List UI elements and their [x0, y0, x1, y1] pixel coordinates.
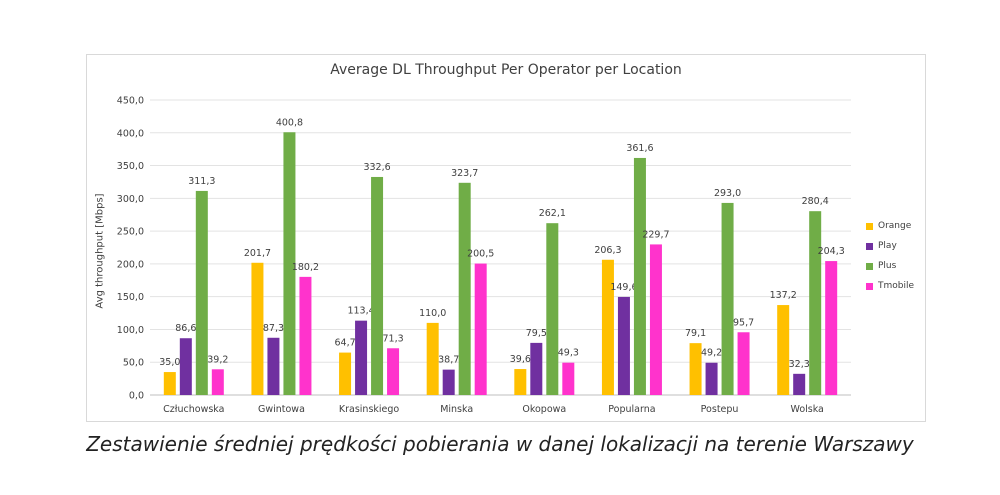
data-label: 38,7	[438, 355, 459, 366]
bar-tmobile	[825, 261, 838, 395]
legend-item-plus: Plus	[866, 256, 914, 276]
data-label: 229,7	[642, 229, 669, 240]
x-tick-label: Gwintowa	[258, 404, 305, 415]
legend-item-orange: Orange	[866, 216, 914, 236]
legend-swatch-plus	[866, 262, 873, 270]
y-tick-label: 450,0	[117, 96, 144, 107]
chart-title: Average DL Throughput Per Operator per L…	[330, 62, 682, 78]
bar-tmobile	[474, 263, 487, 395]
data-label: 201,7	[244, 248, 271, 259]
data-label: 64,7	[334, 338, 355, 349]
data-label: 137,2	[770, 290, 797, 301]
y-tick-label: 250,0	[117, 227, 144, 238]
bar-plus	[371, 176, 384, 395]
bar-play	[793, 373, 806, 395]
bar-orange	[339, 352, 352, 395]
data-label: 86,6	[175, 323, 196, 334]
bar-plus	[633, 157, 646, 395]
bar-play	[179, 338, 192, 395]
data-label: 262,1	[539, 208, 566, 219]
x-tick-label: Minska	[440, 404, 473, 415]
data-label: 149,6	[610, 282, 637, 293]
y-tick-label: 0,0	[129, 391, 144, 402]
bar-orange	[426, 322, 439, 395]
data-label: 311,3	[188, 176, 215, 187]
x-tick-label: Popularna	[608, 404, 655, 415]
data-label: 95,7	[733, 317, 754, 328]
data-label: 293,0	[714, 188, 741, 199]
bar-orange	[601, 259, 614, 395]
bar-plus	[458, 182, 471, 395]
legend-label-plus: Plus	[878, 261, 897, 271]
bar-tmobile	[211, 369, 224, 395]
legend-label-play: Play	[878, 241, 897, 251]
bar-tmobile	[649, 244, 662, 395]
bar-play	[442, 369, 455, 395]
data-label: 49,3	[558, 348, 579, 359]
data-label: 32,3	[789, 359, 810, 370]
figure-caption: Zestawienie średniej prędkości pobierani…	[86, 432, 914, 456]
bar-play	[617, 296, 630, 395]
bar-tmobile	[387, 348, 400, 395]
data-label: 204,3	[818, 246, 845, 257]
bar-play	[355, 320, 368, 395]
bar-play	[267, 337, 280, 395]
y-tick-label: 150,0	[117, 292, 144, 303]
y-tick-label: 50,0	[123, 358, 144, 369]
legend-swatch-play	[866, 242, 873, 250]
data-label: 71,3	[382, 333, 403, 344]
data-label: 206,3	[594, 245, 621, 256]
legend-label-orange: Orange	[878, 221, 912, 231]
data-label: 39,2	[207, 354, 228, 365]
data-label: 49,2	[701, 348, 722, 359]
data-label: 39,6	[510, 354, 531, 365]
data-label: 87,3	[263, 323, 284, 334]
y-tick-label: 400,0	[117, 128, 144, 139]
legend-label-tmobile: Tmobile	[878, 281, 915, 291]
y-tick-label: 200,0	[117, 259, 144, 270]
data-label: 361,6	[626, 143, 653, 154]
data-label: 110,0	[419, 308, 446, 319]
data-label: 79,5	[526, 328, 547, 339]
bar-plus	[721, 202, 734, 395]
bar-tmobile	[562, 362, 575, 395]
bar-orange	[689, 343, 702, 395]
bar-tmobile	[299, 276, 312, 395]
data-label: 35,0	[159, 357, 180, 368]
y-tick-label: 300,0	[117, 194, 144, 205]
bar-plus	[809, 211, 822, 395]
x-tick-label: Wolska	[790, 404, 823, 415]
bar-orange	[163, 372, 176, 395]
bar-orange	[251, 262, 264, 395]
x-tick-label: Okopowa	[522, 404, 566, 415]
data-label: 332,6	[363, 162, 390, 173]
data-label: 280,4	[802, 196, 829, 207]
x-tick-label: Postepu	[701, 404, 739, 415]
bar-orange	[514, 369, 527, 395]
bar-tmobile	[737, 332, 750, 395]
legend-item-tmobile: Tmobile	[866, 276, 914, 296]
bar-play	[530, 342, 543, 395]
data-label: 180,2	[292, 262, 319, 273]
bar-plus	[546, 223, 559, 395]
legend-item-play: Play	[866, 236, 914, 256]
legend-swatch-orange	[866, 222, 873, 230]
legend: Orange Play Plus Tmobile	[866, 216, 914, 296]
x-tick-label: Krasinskiego	[339, 404, 400, 415]
data-label: 113,4	[347, 306, 374, 317]
data-label: 79,1	[685, 328, 706, 339]
bar-orange	[777, 305, 790, 395]
bar-plus	[195, 190, 208, 395]
bar-plus	[283, 132, 296, 395]
y-tick-label: 100,0	[117, 325, 144, 336]
data-label: 200,5	[467, 249, 494, 260]
bar-play	[705, 362, 718, 395]
data-label: 323,7	[451, 168, 478, 179]
y-tick-label: 350,0	[117, 161, 144, 172]
data-label: 400,8	[276, 117, 303, 128]
legend-swatch-tmobile	[866, 282, 873, 290]
x-tick-label: Człuchowska	[163, 404, 224, 415]
